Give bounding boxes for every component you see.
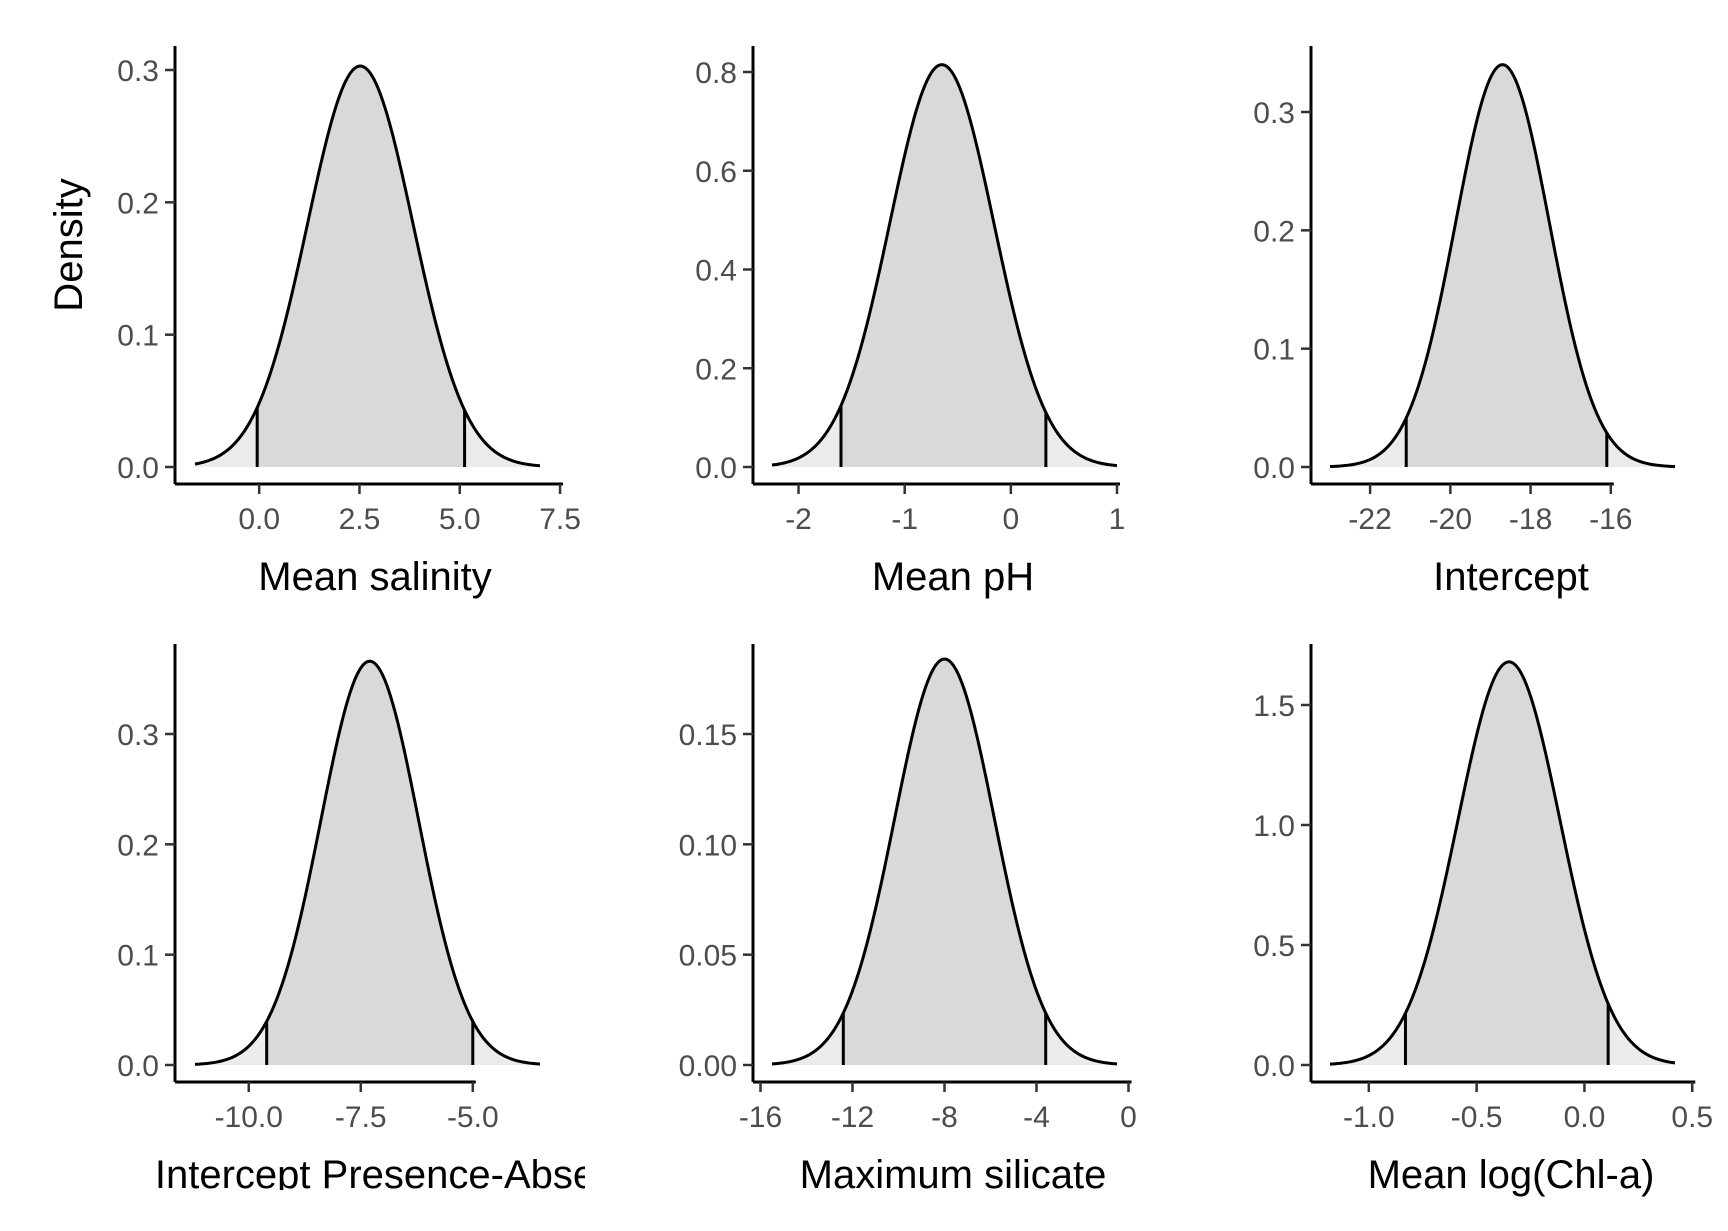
y-tick-label: 0.10 bbox=[679, 829, 737, 862]
y-tick-label: 0.1 bbox=[1253, 334, 1295, 367]
y-tick-label: 0.0 bbox=[117, 1050, 159, 1083]
y-tick-label: 0.3 bbox=[117, 55, 159, 88]
x-tick-label: 7.5 bbox=[539, 503, 581, 536]
y-tick-label: 0.0 bbox=[1253, 1050, 1295, 1083]
x-axis-title: Intercept Presence-Abse bbox=[155, 1153, 595, 1197]
density-curve bbox=[1329, 63, 1676, 469]
y-tick-label: 0.6 bbox=[695, 156, 737, 189]
density-interval-area bbox=[841, 64, 1046, 467]
x-axis-title: Mean pH bbox=[872, 555, 1034, 599]
x-tick-label: -12 bbox=[831, 1101, 874, 1134]
density-interval-area bbox=[843, 658, 1046, 1065]
x-tick-label: -8 bbox=[931, 1101, 958, 1134]
x-axis-title: Mean log(Chl-a) bbox=[1368, 1153, 1655, 1197]
density-panel-2: -2 -1 0 1 0.0 0.2 0.4 0.6 0.8 Mean pH bbox=[695, 46, 1125, 599]
density-curve bbox=[194, 659, 541, 1066]
x-tick-label: 0.5 bbox=[1671, 1101, 1713, 1134]
y-tick-label: 0.2 bbox=[117, 829, 159, 862]
x-tick-label: 5.0 bbox=[439, 503, 481, 536]
y-tick-label: 0.05 bbox=[679, 940, 737, 973]
density-curve bbox=[1329, 660, 1676, 1066]
x-tick-label: 0 bbox=[1120, 1101, 1137, 1134]
y-tick-label: 0.0 bbox=[117, 452, 159, 485]
density-panel-1: 0.0 2.5 5.0 7.5 0.0 0.1 0.2 0.3 Mean salinity Den… bbox=[47, 46, 581, 599]
y-tick-label: 0.1 bbox=[117, 320, 159, 353]
x-tick-label: 0 bbox=[1003, 503, 1020, 536]
x-tick-label: -7.5 bbox=[335, 1101, 387, 1134]
density-panel-3: -22 -20 -18 -16 0.0 0.1 0.2 0.3 Intercept bbox=[1253, 46, 1676, 599]
x-axis-title: Mean salinity bbox=[258, 555, 491, 599]
x-axis-title: Maximum silicate bbox=[800, 1153, 1107, 1197]
x-tick-label: -4 bbox=[1023, 1101, 1050, 1134]
y-axis-title: Density bbox=[47, 178, 91, 311]
x-tick-label: 1 bbox=[1109, 503, 1126, 536]
y-tick-label: 0.4 bbox=[695, 255, 737, 288]
x-tick-label: -18 bbox=[1509, 503, 1552, 536]
x-tick-label: -0.5 bbox=[1451, 1101, 1503, 1134]
y-tick-label: 0.8 bbox=[695, 57, 737, 90]
density-interval-area bbox=[257, 66, 465, 467]
density-panel-4: -10.0 -7.5 -5.0 0.0 0.1 0.2 0.3 Intercept Prese… bbox=[117, 644, 595, 1197]
x-tick-label: -20 bbox=[1429, 503, 1472, 536]
density-panel-6: -1.0 -0.5 0.0 0.5 0.0 0.5 1.0 1.5 Mean log(Chl-a… bbox=[1253, 644, 1713, 1197]
x-tick-label: -22 bbox=[1348, 503, 1391, 536]
x-tick-label: 2.5 bbox=[339, 503, 381, 536]
density-interval-area bbox=[266, 661, 473, 1065]
x-tick-label: -16 bbox=[1589, 503, 1632, 536]
y-tick-label: 0.2 bbox=[1253, 215, 1295, 248]
x-tick-label: 0.0 bbox=[238, 503, 280, 536]
y-tick-label: 0.2 bbox=[695, 353, 737, 386]
x-tick-label: -1 bbox=[891, 503, 918, 536]
y-tick-label: 1.5 bbox=[1253, 690, 1295, 723]
density-curve bbox=[771, 657, 1118, 1066]
x-tick-label: -2 bbox=[785, 503, 812, 536]
density-interval-area bbox=[1405, 661, 1609, 1065]
y-tick-label: 0.5 bbox=[1253, 930, 1295, 963]
density-panel-5: -16 -12 -8 -4 0 0.00 0.05 0.10 0.15 Maximum silic… bbox=[679, 644, 1137, 1197]
density-interval-area bbox=[1406, 64, 1607, 468]
x-tick-label: -1.0 bbox=[1343, 1101, 1395, 1134]
density-curve bbox=[194, 64, 541, 468]
x-tick-label: -10.0 bbox=[215, 1101, 283, 1134]
x-tick-label: 0.0 bbox=[1564, 1101, 1606, 1134]
y-tick-label: 0.0 bbox=[1253, 452, 1295, 485]
y-tick-label: 0.00 bbox=[679, 1050, 737, 1083]
y-tick-label: 1.0 bbox=[1253, 810, 1295, 843]
x-tick-label: -16 bbox=[739, 1101, 782, 1134]
y-tick-label: 0.3 bbox=[117, 719, 159, 752]
x-tick-label: -5.0 bbox=[447, 1101, 499, 1134]
y-tick-label: 0.0 bbox=[695, 452, 737, 485]
y-tick-label: 0.2 bbox=[117, 187, 159, 220]
y-tick-label: 0.15 bbox=[679, 719, 737, 752]
density-curve bbox=[771, 63, 1118, 468]
x-axis-title: Intercept bbox=[1433, 555, 1589, 599]
y-tick-label: 0.1 bbox=[117, 940, 159, 973]
y-tick-label: 0.3 bbox=[1253, 97, 1295, 130]
